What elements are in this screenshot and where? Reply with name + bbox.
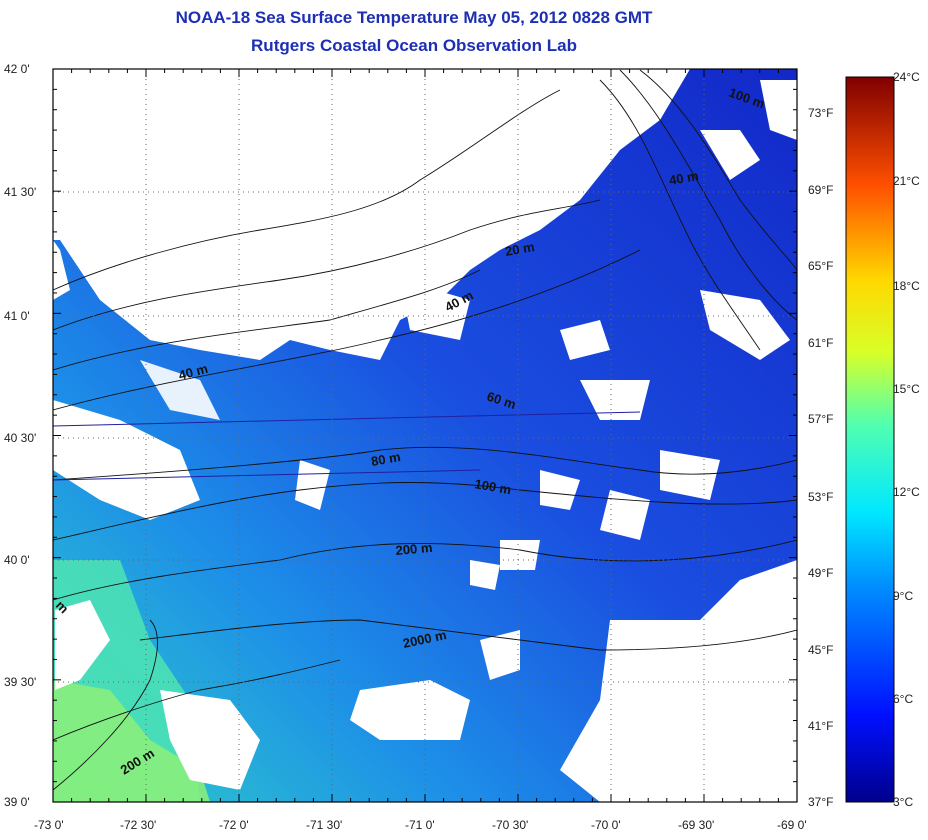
lon-label: -69 30' (678, 818, 715, 832)
lon-label: -69 0' (777, 818, 807, 832)
fahrenheit-label: 49°F (808, 566, 834, 580)
celsius-label: 9°C (893, 589, 914, 603)
lat-label: 40 30' (4, 431, 37, 445)
axis-ticks (52, 68, 798, 803)
lon-label: -72 0' (219, 818, 249, 832)
contour-labels: 20 m 40 m 40 m 60 m 80 m 100 m 200 m 200… (53, 85, 767, 778)
fahrenheit-label: 45°F (808, 643, 834, 657)
celsius-label: 3°C (893, 795, 914, 809)
map-title: NOAA-18 Sea Surface Temperature May 05, … (175, 8, 653, 27)
lon-label: -71 0' (405, 818, 435, 832)
lat-label: 40 0' (4, 553, 30, 567)
fahrenheit-label: 57°F (808, 412, 834, 426)
celsius-label: 15°C (893, 382, 920, 396)
contour-label: 40 m (177, 361, 210, 383)
contour-label: 40 m (668, 168, 700, 188)
lat-lon-grid (53, 69, 797, 802)
cloud-land-mask (53, 69, 797, 802)
lat-label: 41 0' (4, 309, 30, 323)
celsius-label: 21°C (893, 174, 920, 188)
lon-label: -71 30' (306, 818, 343, 832)
lon-label: -72 30' (120, 818, 157, 832)
fahrenheit-label: 53°F (808, 490, 834, 504)
warmest-water-patch (53, 680, 210, 802)
fahrenheit-label: 37°F (808, 795, 834, 809)
celsius-label: 6°C (893, 692, 914, 706)
fahrenheit-label: 69°F (808, 183, 834, 197)
map-subtitle: Rutgers Coastal Ocean Observation Lab (251, 36, 577, 55)
fahrenheit-label: 65°F (808, 259, 834, 273)
lon-label: -70 30' (492, 818, 529, 832)
colorbar (845, 76, 895, 803)
celsius-label: 24°C (893, 70, 920, 84)
celsius-label: 18°C (893, 279, 920, 293)
contour-label: 100 m (473, 476, 512, 497)
fahrenheit-label: 61°F (808, 336, 834, 350)
fahrenheit-label: 41°F (808, 719, 834, 733)
contour-label: 20 m (504, 239, 536, 259)
contour-label: 200 m (395, 540, 433, 558)
lon-label: -73 0' (34, 818, 64, 832)
lat-label: 39 0' (4, 795, 30, 809)
lat-label: 42 0' (4, 62, 30, 76)
contour-label: 80 m (370, 449, 402, 469)
lat-label: 39 30' (4, 675, 37, 689)
transect-lines (52, 411, 641, 481)
coastline-contours (53, 69, 797, 791)
fahrenheit-label: 73°F (808, 106, 834, 120)
celsius-label: 12°C (893, 485, 920, 499)
lon-label: -70 0' (591, 818, 621, 832)
lat-label: 41 30' (4, 185, 37, 199)
